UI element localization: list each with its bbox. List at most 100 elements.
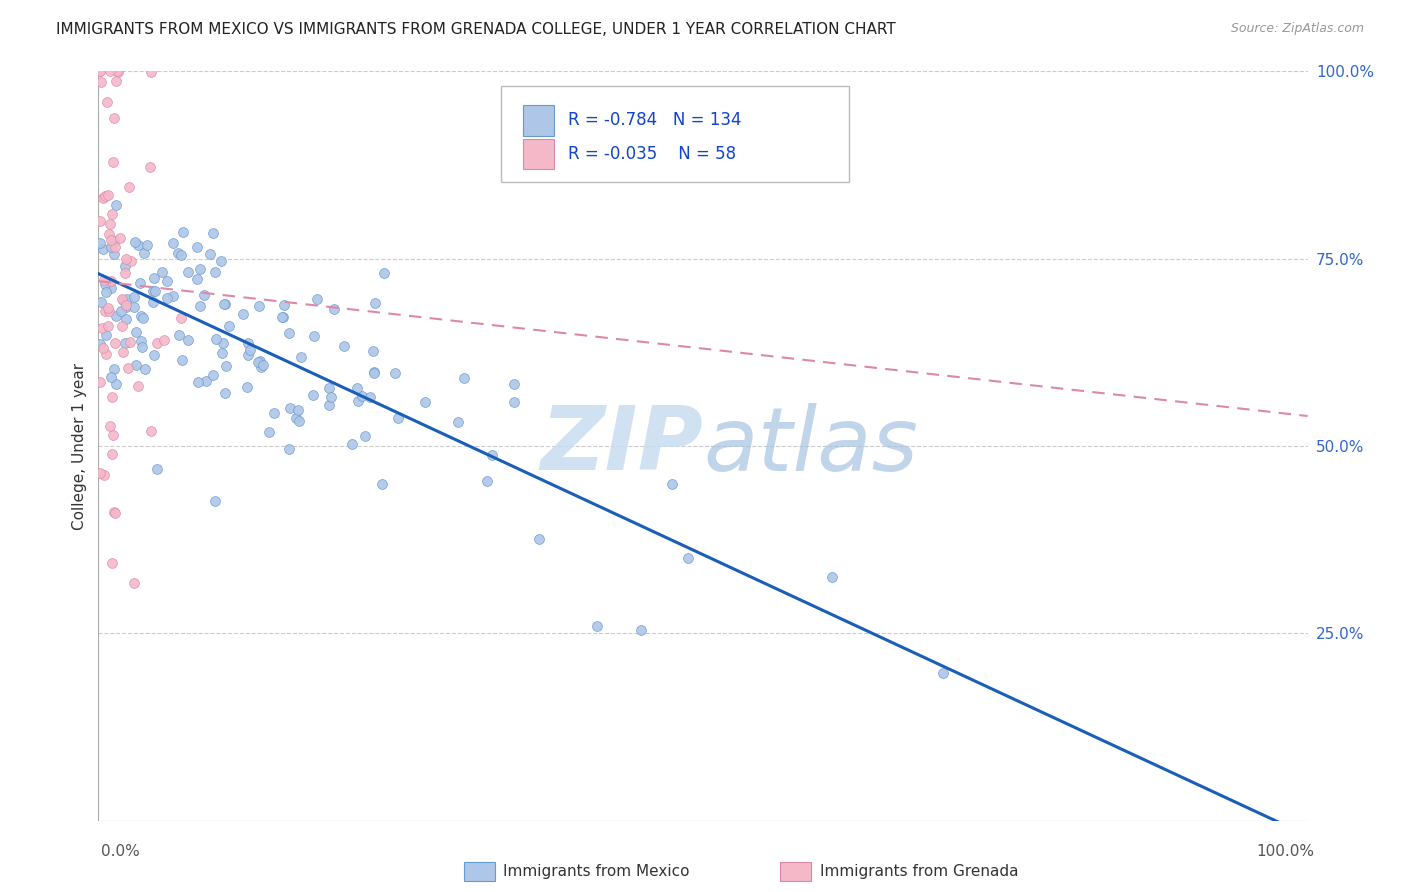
- Point: [271, 310, 294, 324]
- Point: [90, 321, 112, 335]
- Point: [194, 374, 217, 388]
- Point: [107, 65, 129, 79]
- Point: [239, 343, 262, 358]
- Point: [103, 362, 125, 376]
- Point: [90, 295, 112, 310]
- Point: [129, 309, 152, 323]
- Point: [104, 335, 127, 350]
- Point: [447, 415, 470, 429]
- Point: [287, 414, 309, 428]
- Point: [162, 235, 184, 250]
- Point: [114, 336, 136, 351]
- Text: Immigrants from Grenada: Immigrants from Grenada: [820, 864, 1018, 879]
- Point: [132, 310, 155, 325]
- Point: [100, 447, 122, 461]
- Point: [188, 299, 211, 313]
- Point: [103, 240, 125, 254]
- Point: [124, 235, 146, 249]
- Text: ZIP: ZIP: [540, 402, 703, 490]
- Point: [114, 266, 136, 280]
- Point: [115, 298, 138, 312]
- Point: [96, 95, 118, 109]
- Point: [364, 296, 387, 310]
- Point: [257, 425, 280, 439]
- Point: [321, 390, 343, 404]
- Point: [162, 289, 184, 303]
- Point: [156, 274, 179, 288]
- Point: [117, 179, 139, 194]
- Point: [170, 248, 193, 262]
- Point: [363, 366, 385, 380]
- Point: [91, 341, 114, 355]
- Point: [114, 300, 136, 314]
- Point: [263, 406, 285, 420]
- Point: [120, 334, 142, 349]
- Point: [218, 318, 240, 333]
- Point: [630, 623, 652, 637]
- Point: [172, 225, 194, 239]
- Point: [110, 304, 132, 318]
- Point: [503, 394, 526, 409]
- Point: [134, 362, 156, 376]
- Point: [115, 252, 138, 266]
- Text: R = -0.784   N = 134: R = -0.784 N = 134: [568, 112, 741, 129]
- Point: [135, 238, 157, 252]
- Point: [318, 398, 340, 412]
- Y-axis label: College, Under 1 year: College, Under 1 year: [72, 362, 87, 530]
- Point: [150, 265, 173, 279]
- Point: [97, 304, 120, 318]
- Point: [307, 292, 329, 306]
- Point: [93, 242, 115, 256]
- Point: [188, 262, 211, 277]
- Point: [235, 380, 257, 394]
- Point: [170, 352, 193, 367]
- Point: [145, 335, 167, 350]
- Point: [101, 391, 124, 405]
- Point: [370, 476, 392, 491]
- Point: [361, 343, 384, 358]
- Point: [204, 265, 226, 279]
- Point: [204, 494, 226, 508]
- Point: [93, 191, 115, 205]
- Point: [145, 284, 167, 298]
- Point: [98, 64, 121, 78]
- Point: [302, 387, 325, 401]
- Point: [89, 466, 111, 480]
- Point: [475, 475, 498, 489]
- Point: [93, 273, 115, 287]
- Point: [89, 64, 111, 78]
- Point: [246, 355, 269, 369]
- Point: [103, 234, 125, 248]
- Point: [170, 311, 193, 326]
- Point: [340, 436, 363, 450]
- Text: 100.0%: 100.0%: [1257, 845, 1315, 859]
- Point: [139, 424, 162, 438]
- Point: [278, 442, 301, 456]
- Point: [152, 333, 174, 347]
- Point: [127, 378, 149, 392]
- Point: [353, 429, 375, 443]
- Point: [285, 410, 308, 425]
- Text: IMMIGRANTS FROM MEXICO VS IMMIGRANTS FROM GRENADA COLLEGE, UNDER 1 YEAR CORRELAT: IMMIGRANTS FROM MEXICO VS IMMIGRANTS FRO…: [56, 22, 896, 37]
- Point: [214, 297, 236, 311]
- Point: [114, 259, 136, 273]
- Point: [304, 329, 326, 343]
- Point: [131, 340, 153, 354]
- Point: [186, 272, 208, 286]
- Point: [122, 575, 145, 590]
- Point: [273, 298, 295, 312]
- Point: [104, 376, 127, 391]
- Point: [821, 569, 844, 583]
- Point: [318, 381, 340, 395]
- Point: [527, 532, 550, 546]
- Point: [201, 368, 224, 383]
- Point: [187, 375, 209, 389]
- Point: [363, 365, 385, 379]
- Point: [193, 287, 215, 301]
- Point: [104, 74, 127, 88]
- Point: [120, 254, 142, 268]
- Point: [112, 345, 135, 359]
- Point: [481, 448, 503, 462]
- Point: [211, 336, 233, 351]
- Point: [142, 270, 165, 285]
